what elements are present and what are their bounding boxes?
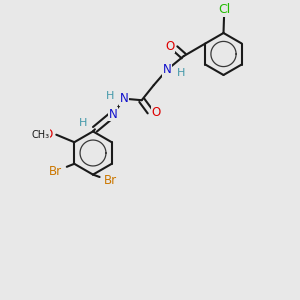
Text: Cl: Cl [218, 3, 230, 16]
Text: Br: Br [49, 165, 62, 178]
Text: N: N [120, 92, 129, 105]
Text: CH₃: CH₃ [32, 130, 50, 140]
Text: O: O [43, 128, 52, 141]
Text: N: N [109, 108, 117, 121]
Text: N: N [163, 63, 172, 76]
Text: O: O [165, 40, 175, 53]
Text: H: H [176, 68, 185, 78]
Text: O: O [152, 106, 161, 119]
Text: H: H [79, 118, 87, 128]
Text: H: H [106, 91, 114, 101]
Text: Br: Br [104, 174, 117, 187]
